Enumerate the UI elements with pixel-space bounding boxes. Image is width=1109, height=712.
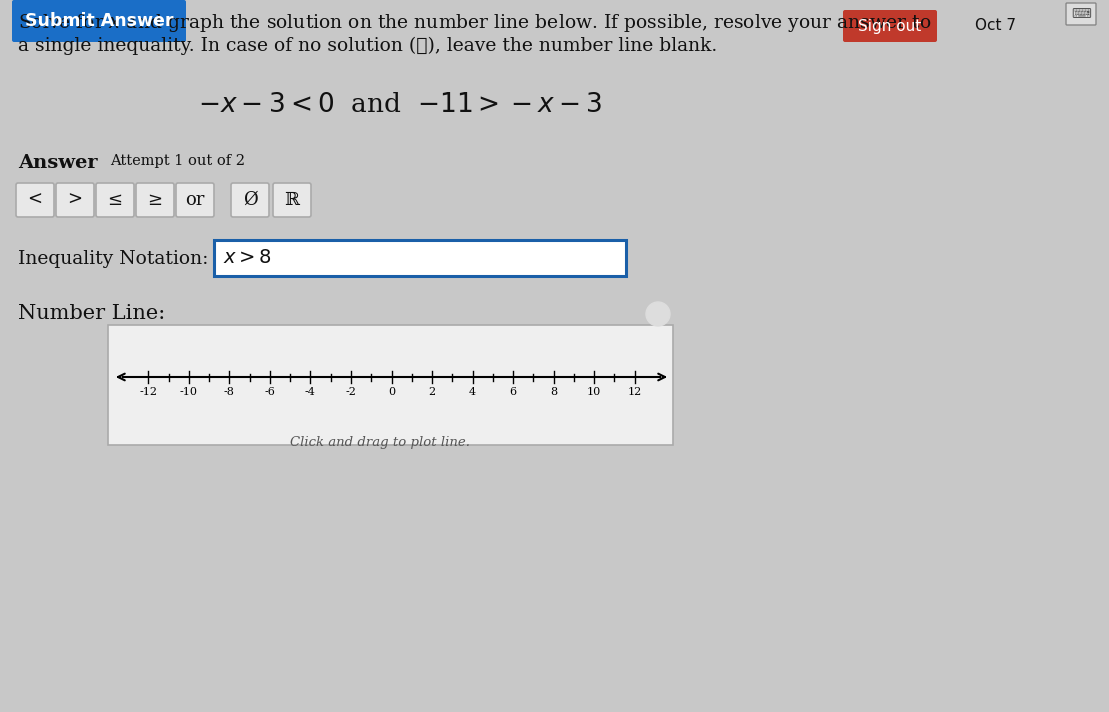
FancyBboxPatch shape [96, 183, 134, 217]
Text: >: > [68, 191, 82, 209]
Text: -10: -10 [180, 387, 197, 397]
FancyBboxPatch shape [1066, 3, 1096, 25]
Text: Ø: Ø [243, 191, 257, 209]
Text: Answer: Answer [18, 154, 98, 172]
Text: Click and drag to plot line.: Click and drag to plot line. [289, 436, 470, 449]
FancyBboxPatch shape [214, 240, 625, 276]
Text: 2: 2 [428, 387, 436, 397]
Text: ⌨: ⌨ [1071, 7, 1091, 21]
Text: $x > 8$: $x > 8$ [223, 249, 272, 267]
Text: -4: -4 [305, 387, 316, 397]
Text: Solve for $x$ and graph the solution on the number line below. If possible, reso: Solve for $x$ and graph the solution on … [18, 12, 932, 34]
Text: Attempt 1 out of 2: Attempt 1 out of 2 [110, 154, 245, 168]
FancyBboxPatch shape [231, 183, 269, 217]
Text: 12: 12 [628, 387, 642, 397]
Text: Sign out: Sign out [858, 19, 922, 33]
Text: ≥: ≥ [147, 191, 163, 209]
Text: -2: -2 [346, 387, 356, 397]
Circle shape [647, 302, 670, 326]
Text: Submit Answer: Submit Answer [24, 12, 173, 30]
FancyBboxPatch shape [16, 183, 54, 217]
Text: Inequality Notation:: Inequality Notation: [18, 250, 208, 268]
FancyBboxPatch shape [55, 183, 94, 217]
FancyBboxPatch shape [12, 0, 186, 42]
Text: <: < [28, 191, 42, 209]
Text: -6: -6 [264, 387, 275, 397]
Text: 8: 8 [550, 387, 557, 397]
FancyBboxPatch shape [843, 10, 937, 42]
FancyBboxPatch shape [273, 183, 311, 217]
FancyBboxPatch shape [136, 183, 174, 217]
FancyBboxPatch shape [176, 183, 214, 217]
Text: $-x - 3 < 0$  and  $-11 > -x - 3$: $-x - 3 < 0$ and $-11 > -x - 3$ [197, 92, 602, 117]
Text: Oct 7: Oct 7 [975, 19, 1016, 33]
FancyBboxPatch shape [108, 325, 673, 445]
Text: 0: 0 [388, 387, 395, 397]
Text: Number Line:: Number Line: [18, 304, 165, 323]
Text: 6: 6 [509, 387, 517, 397]
Text: or: or [185, 191, 205, 209]
Text: ≤: ≤ [108, 191, 123, 209]
Text: ℝ: ℝ [285, 191, 299, 209]
Text: -12: -12 [140, 387, 157, 397]
Text: 4: 4 [469, 387, 476, 397]
Text: -8: -8 [224, 387, 235, 397]
Text: 10: 10 [587, 387, 601, 397]
Text: a single inequality. In case of no solution (∅), leave the number line blank.: a single inequality. In case of no solut… [18, 37, 718, 56]
